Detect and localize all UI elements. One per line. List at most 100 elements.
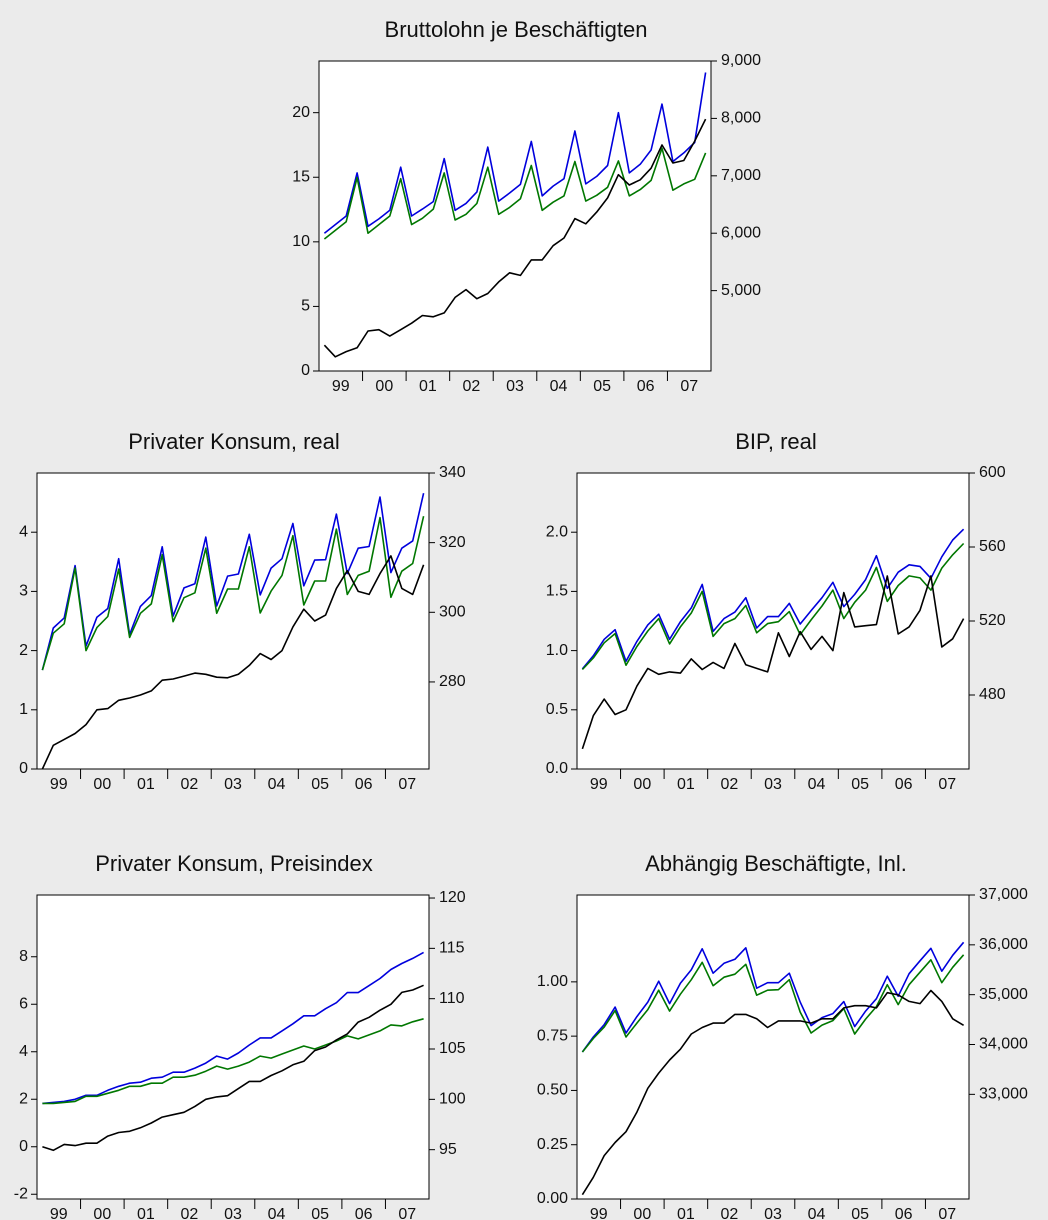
x-tick-label: 05 (851, 776, 869, 793)
x-tick-label: 06 (895, 1206, 913, 1220)
x-tick-label: 00 (633, 1206, 651, 1220)
series-line-3 (581, 575, 965, 750)
left-tick-label: 0.5 (546, 701, 568, 718)
right-tick-label: 300 (439, 604, 466, 621)
right-tick-label: 120 (439, 889, 466, 906)
right-tick-label: 34,000 (979, 1036, 1028, 1053)
x-tick-label: 07 (938, 776, 956, 793)
panel-title: Privater Konsum, real (128, 429, 340, 454)
x-tick-label: 03 (506, 378, 524, 395)
right-tick-label: 8,000 (721, 110, 761, 127)
x-tick-label: 00 (633, 776, 651, 793)
x-tick-label: 01 (419, 378, 437, 395)
series-line-2 (41, 516, 425, 671)
x-tick-label: 07 (398, 776, 416, 793)
x-tick-label: 07 (680, 378, 698, 395)
series-line-3 (41, 555, 425, 770)
panel-3: BIP, real 0.0 0.5 1.0 1.5 2.0 480 520 560 600 99 00… (546, 429, 1006, 793)
right-tick-label: 100 (439, 1091, 466, 1108)
panel-title: Privater Konsum, Preisindex (95, 851, 373, 876)
panel-2: Privater Konsum, real0123428030032034099… (19, 429, 466, 793)
x-tick-label: 03 (764, 1206, 782, 1220)
left-tick-label: 0 (301, 362, 310, 379)
right-tick-label: 110 (439, 990, 465, 1007)
x-tick-label: 04 (550, 378, 568, 395)
series-line-3 (323, 118, 707, 358)
series-line-1 (323, 72, 707, 234)
x-tick-label: 05 (311, 776, 329, 793)
right-tick-label: 480 (979, 686, 1006, 703)
x-tick-label: 04 (268, 1206, 286, 1220)
right-tick-label: 6,000 (721, 224, 761, 241)
x-tick-label: 06 (355, 776, 373, 793)
x-tick-label: 04 (808, 1206, 826, 1220)
x-tick-label: 03 (224, 1206, 242, 1220)
plot-frame (576, 894, 970, 1200)
series-line-2 (581, 542, 965, 671)
x-tick-label: 01 (677, 776, 695, 793)
left-tick-label: 8 (19, 948, 28, 965)
left-tick-label: 15 (292, 168, 310, 185)
left-tick-label: 0.0 (546, 760, 568, 777)
x-tick-label: 02 (181, 1206, 199, 1220)
left-tick-label: 6 (19, 995, 28, 1012)
panel-title: BIP, real (735, 429, 817, 454)
series-line-3 (581, 989, 965, 1196)
right-tick-label: 7,000 (721, 167, 761, 184)
x-tick-label: 07 (938, 1206, 956, 1220)
x-tick-label: 03 (764, 776, 782, 793)
left-tick-label: 0.00 (537, 1190, 568, 1207)
x-tick-label: 06 (637, 378, 655, 395)
panel-title: Abhängig Beschäftigte, Inl. (645, 851, 907, 876)
right-tick-label: 320 (439, 534, 466, 551)
right-tick-label: 9,000 (721, 52, 761, 69)
x-tick-label: 01 (677, 1206, 695, 1220)
plot-frame (36, 894, 430, 1200)
right-tick-label: 95 (439, 1141, 457, 1158)
x-tick-label: 05 (311, 1206, 329, 1220)
panel-4: Privater Konsum, Preisindex-202468951001… (14, 851, 466, 1220)
left-tick-label: 2.0 (546, 523, 568, 540)
series-line-1 (581, 941, 965, 1053)
left-tick-label: 1.0 (546, 642, 568, 659)
x-tick-label: 99 (50, 1206, 68, 1220)
x-tick-label: 99 (50, 776, 68, 793)
series-line-1 (41, 493, 425, 671)
x-tick-label: 00 (93, 776, 111, 793)
left-tick-label: 0.50 (537, 1082, 568, 1099)
x-tick-label: 05 (851, 1206, 869, 1220)
right-tick-label: 37,000 (979, 886, 1028, 903)
x-tick-label: 04 (268, 776, 286, 793)
right-tick-label: 36,000 (979, 936, 1028, 953)
plot-frame (318, 60, 712, 372)
series-line-2 (581, 954, 965, 1053)
right-tick-label: 35,000 (979, 986, 1028, 1003)
right-tick-label: 115 (439, 940, 465, 957)
x-tick-label: 02 (463, 378, 481, 395)
series-line-1 (42, 951, 424, 1105)
left-tick-label: 4 (19, 523, 28, 540)
series-line-3 (42, 984, 424, 1152)
x-tick-label: 04 (808, 776, 826, 793)
left-tick-label: 1.5 (546, 583, 568, 600)
x-tick-label: 02 (181, 776, 199, 793)
panel-1: Bruttolohn je Beschäftigten051015205,000… (292, 17, 761, 395)
series-line-1 (581, 528, 965, 670)
left-tick-label: 2 (19, 642, 28, 659)
right-tick-label: 280 (439, 673, 466, 690)
left-tick-label: 0.25 (537, 1136, 568, 1153)
right-tick-label: 520 (979, 612, 1006, 629)
right-tick-label: 340 (439, 464, 466, 481)
right-tick-label: 600 (979, 464, 1006, 481)
left-tick-label: 0 (19, 760, 28, 777)
left-tick-label: 10 (292, 233, 310, 250)
right-tick-label: 33,000 (979, 1086, 1028, 1103)
left-tick-label: 2 (19, 1090, 28, 1107)
x-tick-label: 03 (224, 776, 242, 793)
x-tick-label: 99 (590, 776, 608, 793)
x-tick-label: 01 (137, 776, 155, 793)
right-tick-label: 105 (439, 1040, 466, 1057)
left-tick-label: 4 (19, 1043, 28, 1060)
x-tick-label: 06 (355, 1206, 373, 1220)
